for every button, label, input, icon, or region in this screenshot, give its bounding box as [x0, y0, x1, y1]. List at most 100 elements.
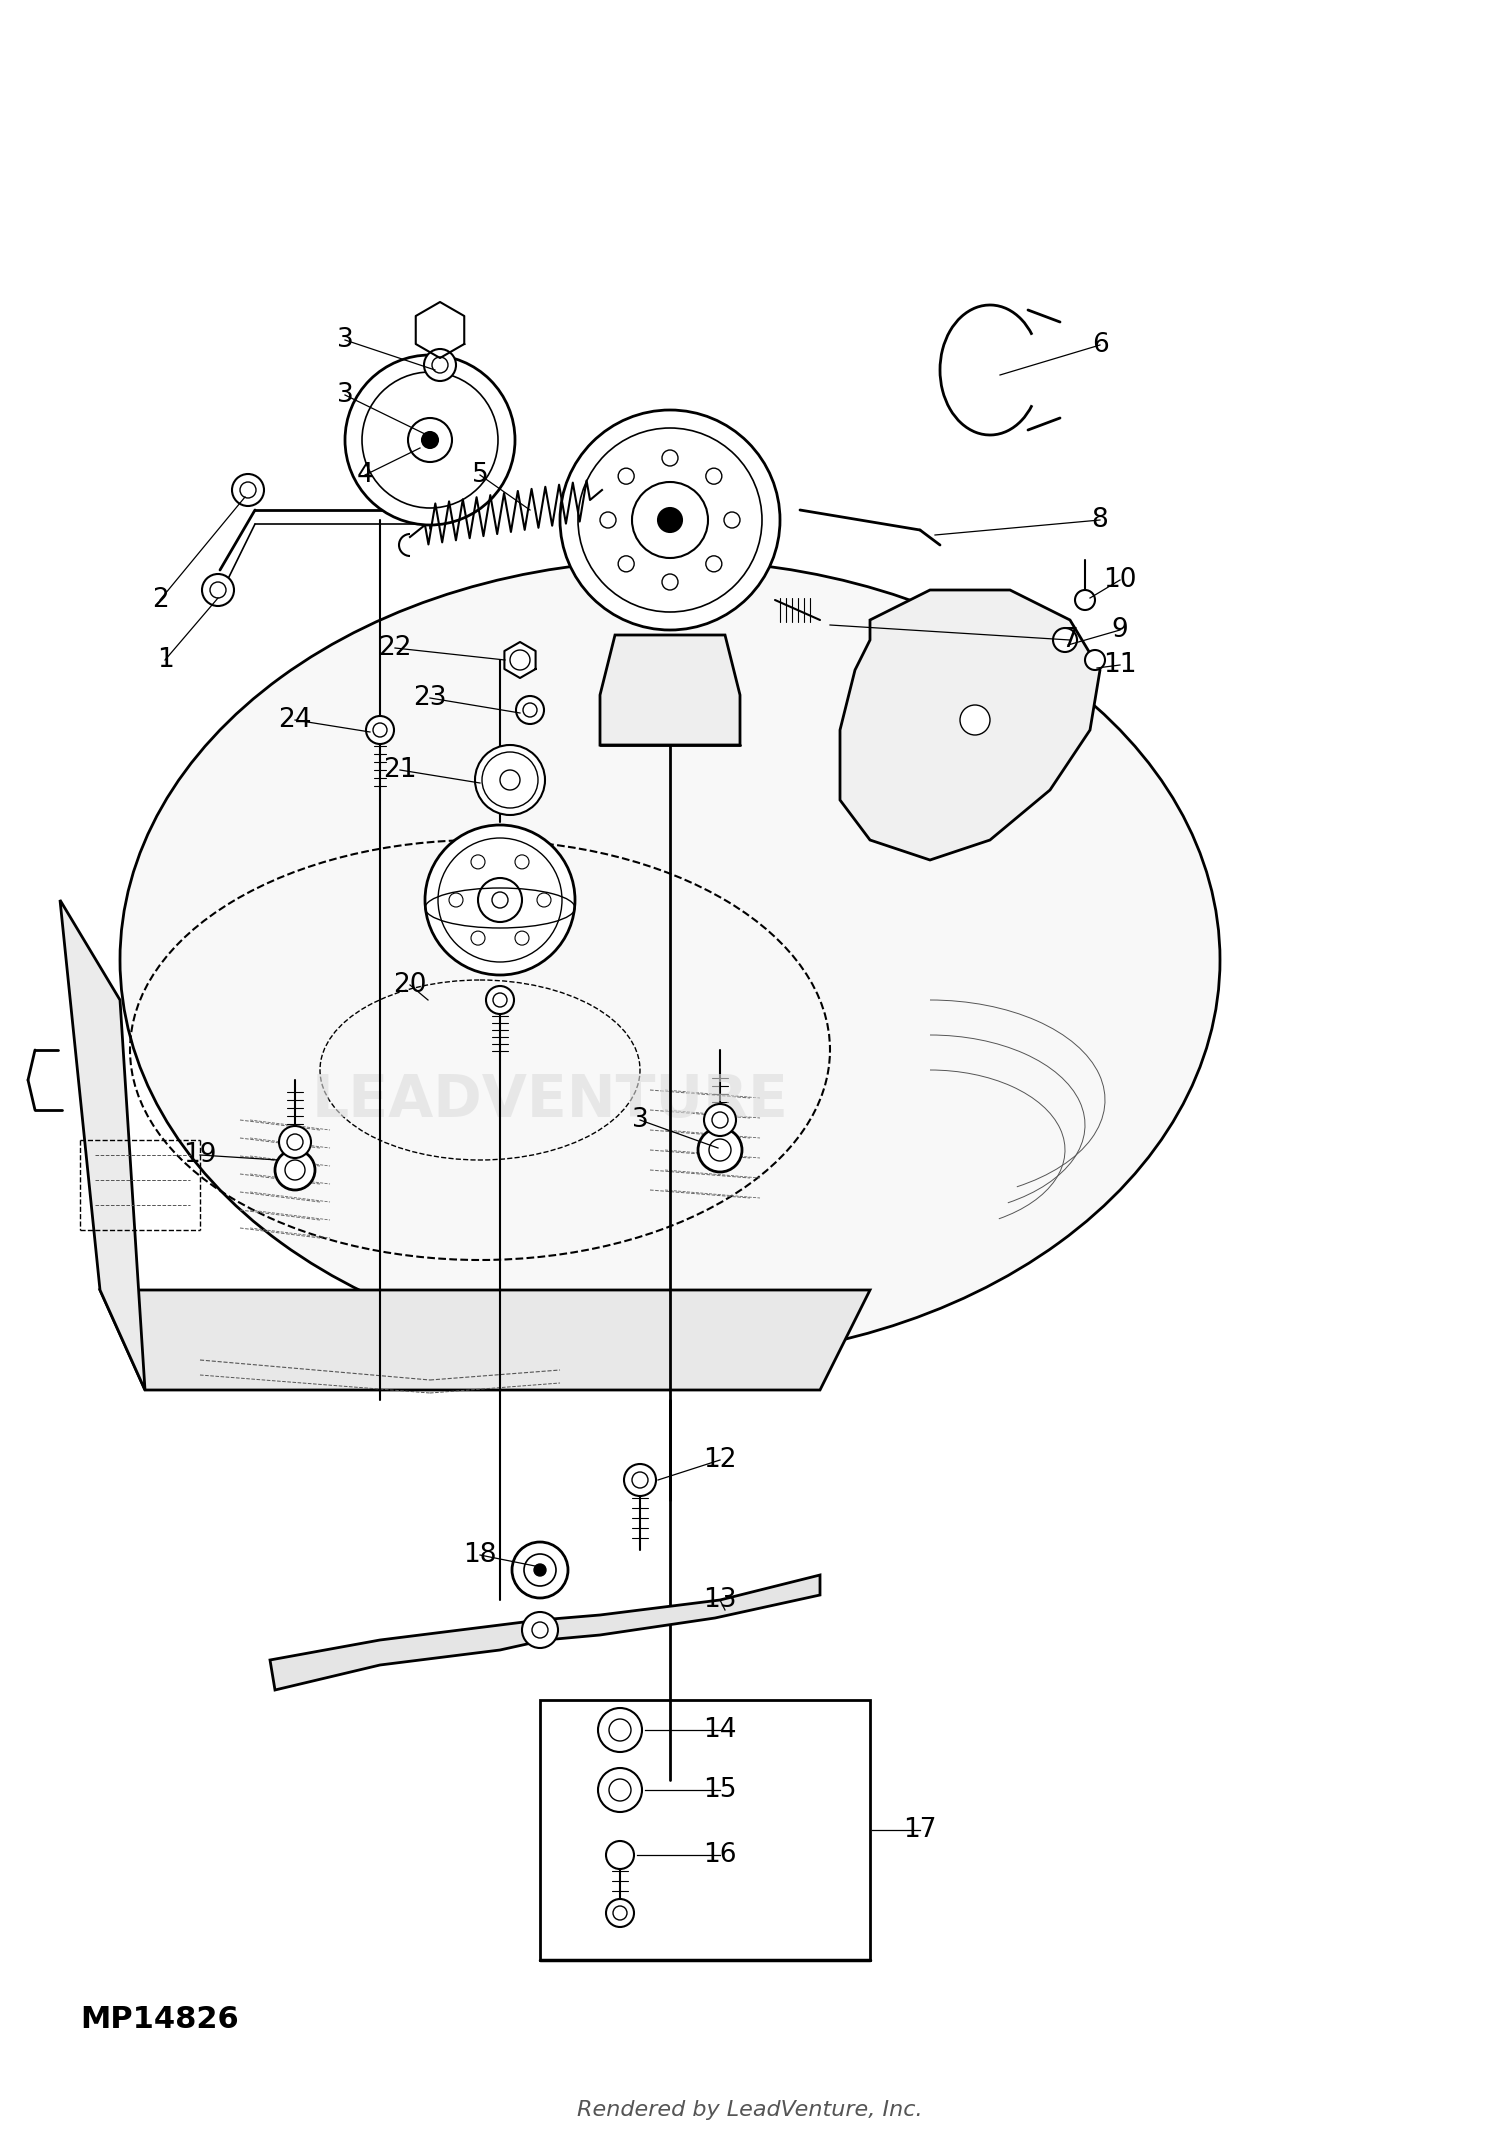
Circle shape: [240, 483, 256, 498]
Text: 17: 17: [903, 1818, 936, 1843]
Circle shape: [512, 1542, 568, 1598]
Circle shape: [476, 746, 544, 815]
Circle shape: [704, 1104, 736, 1136]
Ellipse shape: [120, 561, 1220, 1360]
Text: 3: 3: [336, 382, 354, 407]
Text: 9: 9: [1112, 617, 1128, 642]
Text: MP14826: MP14826: [80, 2005, 239, 2035]
Circle shape: [408, 418, 452, 461]
Text: 4: 4: [357, 461, 374, 487]
Circle shape: [598, 1768, 642, 1811]
Circle shape: [432, 358, 448, 373]
Circle shape: [724, 511, 740, 528]
Circle shape: [960, 705, 990, 735]
Circle shape: [210, 582, 226, 597]
Text: 15: 15: [704, 1777, 736, 1802]
Circle shape: [618, 556, 634, 571]
Circle shape: [712, 1112, 728, 1128]
Text: 13: 13: [704, 1587, 736, 1613]
Circle shape: [662, 573, 678, 591]
Circle shape: [698, 1128, 742, 1173]
Text: 2: 2: [152, 586, 168, 612]
Text: 24: 24: [279, 707, 312, 733]
Circle shape: [524, 703, 537, 718]
Circle shape: [706, 556, 722, 571]
Text: 8: 8: [1092, 507, 1108, 533]
Circle shape: [482, 752, 538, 808]
Circle shape: [486, 985, 514, 1013]
Text: 11: 11: [1102, 651, 1137, 677]
Text: 5: 5: [471, 461, 489, 487]
Text: 1: 1: [156, 647, 174, 673]
Circle shape: [232, 474, 264, 507]
Circle shape: [516, 696, 544, 724]
Polygon shape: [840, 591, 1100, 860]
Circle shape: [534, 1563, 546, 1576]
Circle shape: [560, 410, 780, 630]
Text: Rendered by LeadVenture, Inc.: Rendered by LeadVenture, Inc.: [578, 2100, 922, 2119]
Circle shape: [492, 893, 508, 908]
Text: 14: 14: [704, 1716, 736, 1742]
Text: 21: 21: [384, 757, 417, 783]
Text: 10: 10: [1102, 567, 1137, 593]
Text: 3: 3: [632, 1106, 648, 1134]
Circle shape: [609, 1718, 631, 1742]
Circle shape: [422, 431, 438, 448]
Circle shape: [609, 1779, 631, 1800]
Circle shape: [522, 1613, 558, 1647]
Polygon shape: [100, 1289, 870, 1391]
Text: 18: 18: [464, 1542, 496, 1567]
Circle shape: [662, 451, 678, 466]
Circle shape: [424, 349, 456, 382]
Text: 12: 12: [704, 1447, 736, 1473]
Circle shape: [598, 1708, 642, 1753]
Circle shape: [706, 468, 722, 485]
Circle shape: [618, 468, 634, 485]
Text: 20: 20: [393, 972, 426, 998]
Circle shape: [578, 429, 762, 612]
Circle shape: [614, 1906, 627, 1921]
Text: 22: 22: [378, 636, 411, 662]
Circle shape: [606, 1899, 634, 1927]
Text: 23: 23: [413, 686, 447, 711]
Circle shape: [362, 373, 498, 509]
Circle shape: [494, 994, 507, 1007]
Circle shape: [345, 356, 514, 526]
Circle shape: [624, 1464, 656, 1496]
Circle shape: [606, 1841, 634, 1869]
Text: LEADVENTURE: LEADVENTURE: [312, 1072, 789, 1128]
Circle shape: [471, 931, 484, 944]
Circle shape: [537, 893, 550, 908]
Circle shape: [279, 1125, 310, 1158]
Polygon shape: [60, 899, 146, 1391]
Circle shape: [366, 716, 394, 744]
Circle shape: [471, 856, 484, 869]
Polygon shape: [270, 1619, 544, 1690]
Circle shape: [632, 1473, 648, 1488]
Circle shape: [438, 839, 562, 962]
Circle shape: [510, 649, 530, 671]
Polygon shape: [504, 642, 536, 677]
Circle shape: [600, 511, 616, 528]
Circle shape: [286, 1134, 303, 1149]
Text: 19: 19: [183, 1143, 216, 1169]
Text: 16: 16: [704, 1841, 736, 1867]
Circle shape: [514, 856, 529, 869]
Circle shape: [285, 1160, 304, 1179]
Circle shape: [524, 1554, 556, 1587]
Circle shape: [532, 1621, 548, 1639]
Circle shape: [514, 931, 529, 944]
Circle shape: [1076, 591, 1095, 610]
Text: 3: 3: [336, 328, 354, 354]
Text: 7: 7: [1062, 627, 1078, 653]
Text: 6: 6: [1092, 332, 1108, 358]
Circle shape: [202, 573, 234, 606]
Polygon shape: [540, 1576, 820, 1641]
Circle shape: [658, 509, 682, 533]
Circle shape: [274, 1149, 315, 1190]
Circle shape: [710, 1138, 730, 1160]
Circle shape: [632, 483, 708, 558]
Circle shape: [478, 877, 522, 923]
Circle shape: [424, 826, 574, 975]
Circle shape: [1084, 649, 1106, 671]
